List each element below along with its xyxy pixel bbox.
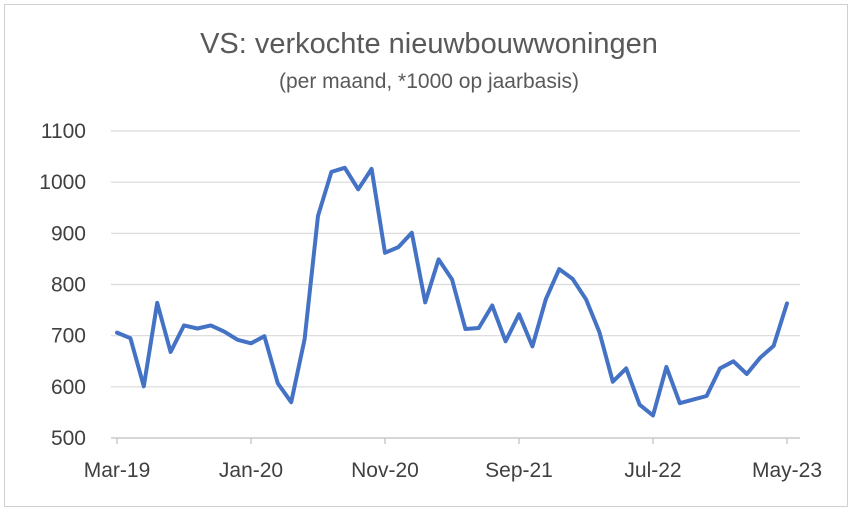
- x-tick-label: May-23: [752, 459, 822, 482]
- y-tick-label: 1100: [41, 120, 86, 143]
- series-line: [115, 165, 789, 418]
- x-tick-label: Sep-21: [485, 459, 553, 482]
- x-tick-label: Jan-20: [219, 459, 283, 482]
- y-tick-label: 800: [51, 274, 86, 297]
- chart-subtitle: (per maand, *1000 op jaarbasis): [278, 70, 579, 93]
- y-tick-label: 900: [51, 222, 86, 245]
- y-axis-ticks: 500 600 700 800 900 1000 1100: [39, 120, 86, 450]
- y-tick-label: 1000: [39, 171, 86, 194]
- chart-frame: [4, 4, 848, 507]
- series-points: [116, 167, 788, 416]
- gridlines: [111, 130, 800, 388]
- x-tick-label: Jul-22: [624, 459, 681, 482]
- y-tick-label: 600: [51, 376, 86, 399]
- x-tick-label: Nov-20: [351, 459, 419, 482]
- y-tick-label: 700: [51, 325, 86, 348]
- y-tick-label: 500: [51, 427, 86, 450]
- x-axis-ticks: Mar-19 Jan-20 Nov-20 Sep-21 Jul-22 May-23: [84, 438, 822, 482]
- chart-title: VS: verkochte nieuwbouwwoningen: [200, 28, 658, 60]
- x-tick-label: Mar-19: [84, 459, 151, 482]
